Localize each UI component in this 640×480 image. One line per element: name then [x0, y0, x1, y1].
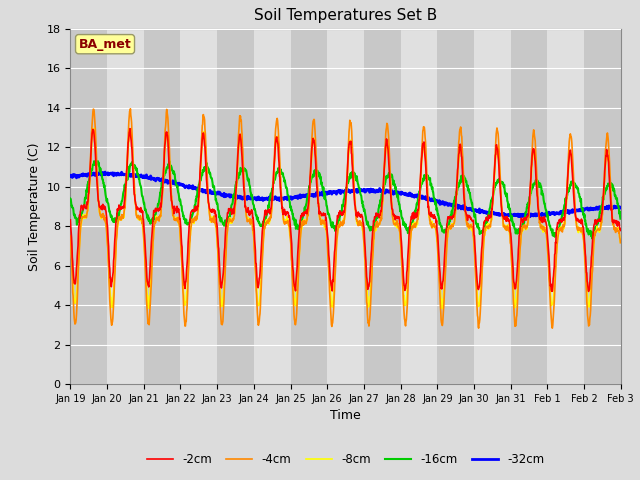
Line: -16cm: -16cm [70, 161, 620, 239]
-2cm [67, 217, 74, 223]
-32cm [552, 211, 559, 217]
-16cm [176, 198, 184, 204]
-32cm [67, 173, 74, 179]
Bar [364, 29, 401, 384]
-2cm [503, 214, 511, 219]
-2cm [176, 216, 184, 222]
-2cm [189, 208, 197, 214]
-16cm [503, 191, 511, 196]
Bar [511, 29, 547, 384]
-32cm [503, 212, 511, 218]
-8cm [431, 224, 439, 230]
-8cm [176, 224, 184, 230]
Legend: -2cm, -4cm, -8cm, -16cm, -32cm: -2cm, -4cm, -8cm, -16cm, -32cm [142, 448, 549, 470]
-8cm [67, 234, 74, 240]
-16cm [616, 216, 624, 222]
Line: -32cm: -32cm [70, 172, 620, 216]
-2cm [251, 237, 259, 243]
-32cm [431, 197, 439, 203]
Bar [254, 29, 291, 384]
Line: -2cm: -2cm [70, 129, 620, 291]
-2cm [552, 240, 559, 245]
-8cm [251, 246, 259, 252]
Bar [217, 29, 254, 384]
-4cm [503, 224, 511, 229]
-4cm [127, 106, 134, 112]
-8cm [552, 259, 559, 264]
-4cm [616, 240, 624, 246]
Text: BA_met: BA_met [79, 37, 131, 51]
-16cm [552, 230, 559, 236]
-8cm [189, 216, 197, 222]
Bar [584, 29, 621, 384]
Bar [621, 29, 640, 384]
-8cm [438, 306, 446, 312]
-8cm [616, 240, 624, 245]
-32cm [101, 169, 109, 175]
-4cm [189, 216, 197, 222]
-32cm [176, 182, 184, 188]
-16cm [251, 206, 259, 212]
-16cm [166, 158, 173, 164]
Bar [107, 29, 144, 384]
-8cm [90, 126, 98, 132]
-16cm [67, 196, 74, 202]
-32cm [251, 195, 259, 201]
-16cm [189, 210, 197, 216]
-4cm [548, 325, 556, 331]
Bar [327, 29, 364, 384]
Bar [70, 29, 107, 384]
Title: Soil Temperatures Set B: Soil Temperatures Set B [254, 9, 437, 24]
-2cm [585, 288, 593, 294]
Bar [547, 29, 584, 384]
Bar [144, 29, 180, 384]
-2cm [126, 126, 134, 132]
-4cm [67, 233, 74, 239]
-32cm [517, 214, 525, 219]
-4cm [176, 225, 184, 230]
Bar [401, 29, 437, 384]
-32cm [189, 186, 197, 192]
-4cm [431, 224, 439, 230]
Y-axis label: Soil Temperature (C): Soil Temperature (C) [28, 142, 41, 271]
-16cm [431, 198, 439, 204]
Bar [180, 29, 217, 384]
Line: -4cm: -4cm [70, 109, 620, 328]
-4cm [251, 251, 259, 257]
-4cm [552, 264, 559, 269]
Bar [437, 29, 474, 384]
-16cm [588, 236, 596, 241]
X-axis label: Time: Time [330, 409, 361, 422]
-32cm [616, 205, 624, 211]
Bar [474, 29, 511, 384]
-8cm [504, 224, 511, 230]
-2cm [431, 214, 439, 220]
-2cm [616, 228, 624, 233]
Bar [291, 29, 327, 384]
Line: -8cm: -8cm [70, 129, 620, 309]
